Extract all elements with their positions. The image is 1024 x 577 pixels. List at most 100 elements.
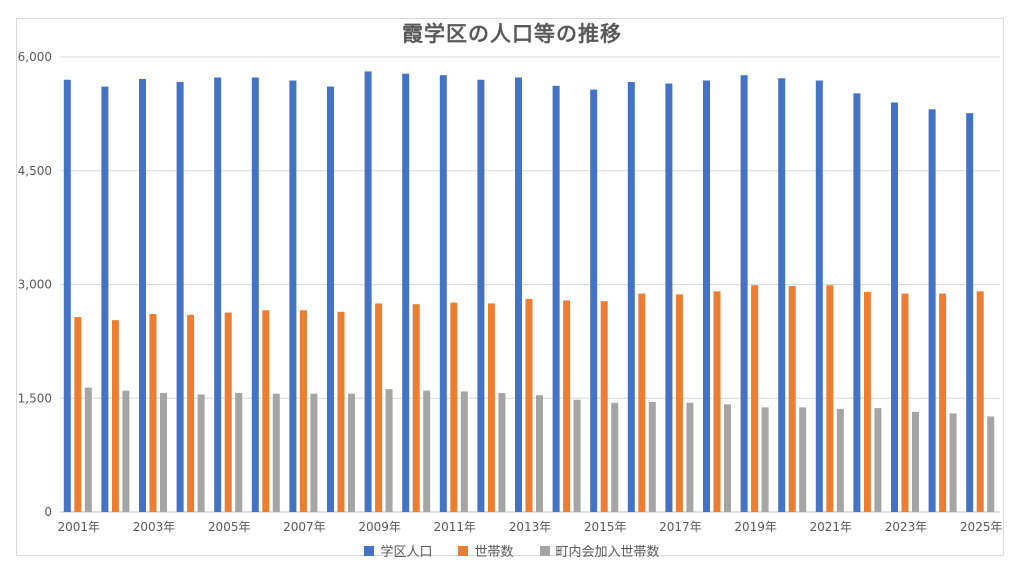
bar-population-1 xyxy=(101,86,109,512)
legend-swatch-population xyxy=(364,545,375,556)
bar-population-22 xyxy=(891,102,898,512)
chart-legend: 学区人口 世帯数 町内会加入世帯数 xyxy=(0,541,1024,560)
bar-association-16 xyxy=(686,402,694,512)
x-tick-label: 2023年 xyxy=(885,520,928,534)
chart-title: 霞学区の人口等の推移 xyxy=(402,22,622,46)
bar-association-10 xyxy=(460,391,468,512)
bar-households-9 xyxy=(412,304,420,512)
bar-association-20 xyxy=(836,408,844,512)
bar-households-10 xyxy=(450,302,458,512)
bar-population-4 xyxy=(214,77,222,512)
bar-households-3 xyxy=(187,314,195,512)
legend-label-population: 学区人口 xyxy=(380,545,433,560)
bar-association-4 xyxy=(235,392,243,512)
legend-item-households: 世帯数 xyxy=(458,541,514,560)
bar-population-7 xyxy=(327,86,334,512)
bar-population-23 xyxy=(928,109,936,512)
legend-label-association: 町内会加入世帯数 xyxy=(555,545,660,560)
x-tick-label: 2001年 xyxy=(58,520,101,534)
bar-population-0 xyxy=(63,79,71,512)
x-tick-label: 2017年 xyxy=(659,520,702,534)
bar-population-12 xyxy=(515,77,522,512)
legend-item-population: 学区人口 xyxy=(364,541,432,560)
bar-households-18 xyxy=(751,285,759,512)
bar-households-22 xyxy=(901,293,909,512)
y-tick-label: 0 xyxy=(44,505,52,519)
x-tick-label: 2009年 xyxy=(358,520,401,534)
bar-association-17 xyxy=(724,404,731,512)
bar-association-12 xyxy=(536,395,543,512)
bar-population-8 xyxy=(364,71,372,513)
bar-households-17 xyxy=(713,291,721,512)
bar-population-13 xyxy=(552,85,560,513)
bar-population-2 xyxy=(139,78,146,512)
bar-households-23 xyxy=(939,293,947,512)
bar-households-7 xyxy=(337,311,345,512)
y-tick-label: 1,500 xyxy=(18,391,52,405)
bar-association-15 xyxy=(648,402,656,512)
bar-association-3 xyxy=(197,394,205,512)
x-tick-label: 2013年 xyxy=(509,520,552,534)
bar-population-10 xyxy=(439,75,447,512)
bar-population-14 xyxy=(590,89,598,512)
bar-households-15 xyxy=(638,293,646,512)
bar-households-11 xyxy=(487,303,495,512)
bar-population-18 xyxy=(740,75,748,512)
bar-households-21 xyxy=(863,292,871,512)
legend-label-households: 世帯数 xyxy=(474,545,514,560)
bar-households-13 xyxy=(563,300,571,512)
bar-households-8 xyxy=(375,303,383,512)
bar-association-8 xyxy=(385,389,393,512)
bar-association-0 xyxy=(84,387,92,512)
bar-households-5 xyxy=(262,310,270,512)
x-tick-label: 2005年 xyxy=(208,520,251,534)
bar-association-1 xyxy=(122,390,130,512)
x-tick-label: 2003年 xyxy=(133,520,176,534)
bar-association-7 xyxy=(348,393,355,512)
x-tick-label: 2021年 xyxy=(810,520,853,534)
bar-households-19 xyxy=(788,286,796,512)
bar-households-14 xyxy=(600,301,608,512)
legend-swatch-association xyxy=(539,545,550,556)
x-tick-label: 2007年 xyxy=(283,520,326,534)
bar-households-12 xyxy=(525,298,533,512)
bar-association-24 xyxy=(987,416,995,512)
bar-association-19 xyxy=(799,407,807,512)
bar-population-6 xyxy=(289,80,297,512)
bar-households-24 xyxy=(976,291,984,512)
legend-item-association: 町内会加入世帯数 xyxy=(539,541,660,560)
bar-population-5 xyxy=(251,77,259,512)
bar-association-11 xyxy=(498,392,506,512)
bar-households-4 xyxy=(224,312,232,512)
bar-households-0 xyxy=(74,317,82,512)
bar-association-21 xyxy=(874,408,882,512)
y-tick-label: 3,000 xyxy=(18,278,52,292)
bar-association-18 xyxy=(761,407,769,512)
bar-households-16 xyxy=(675,294,683,512)
bar-association-14 xyxy=(611,402,619,512)
bar-households-6 xyxy=(299,310,307,512)
bar-association-23 xyxy=(949,413,957,512)
bar-population-11 xyxy=(477,79,485,512)
bar-population-15 xyxy=(627,82,635,513)
bar-households-2 xyxy=(149,314,157,512)
bar-population-17 xyxy=(703,80,710,512)
x-tick-label: 2011年 xyxy=(434,520,477,534)
y-tick-label: 4,500 xyxy=(18,164,52,178)
bar-association-5 xyxy=(272,393,280,512)
y-tick-label: 6,000 xyxy=(18,50,52,64)
x-tick-label: 2019年 xyxy=(734,520,777,534)
bar-population-9 xyxy=(402,73,410,512)
bar-population-24 xyxy=(966,113,974,512)
bar-population-20 xyxy=(815,80,823,512)
bar-households-20 xyxy=(826,285,834,512)
bar-association-6 xyxy=(310,393,318,512)
bar-population-3 xyxy=(176,82,184,513)
bar-association-22 xyxy=(912,411,919,512)
bar-association-13 xyxy=(573,399,581,512)
bar-population-16 xyxy=(665,83,673,513)
bar-association-9 xyxy=(423,390,431,512)
bar-population-19 xyxy=(778,78,786,512)
x-tick-label: 2025年 xyxy=(960,520,1003,534)
